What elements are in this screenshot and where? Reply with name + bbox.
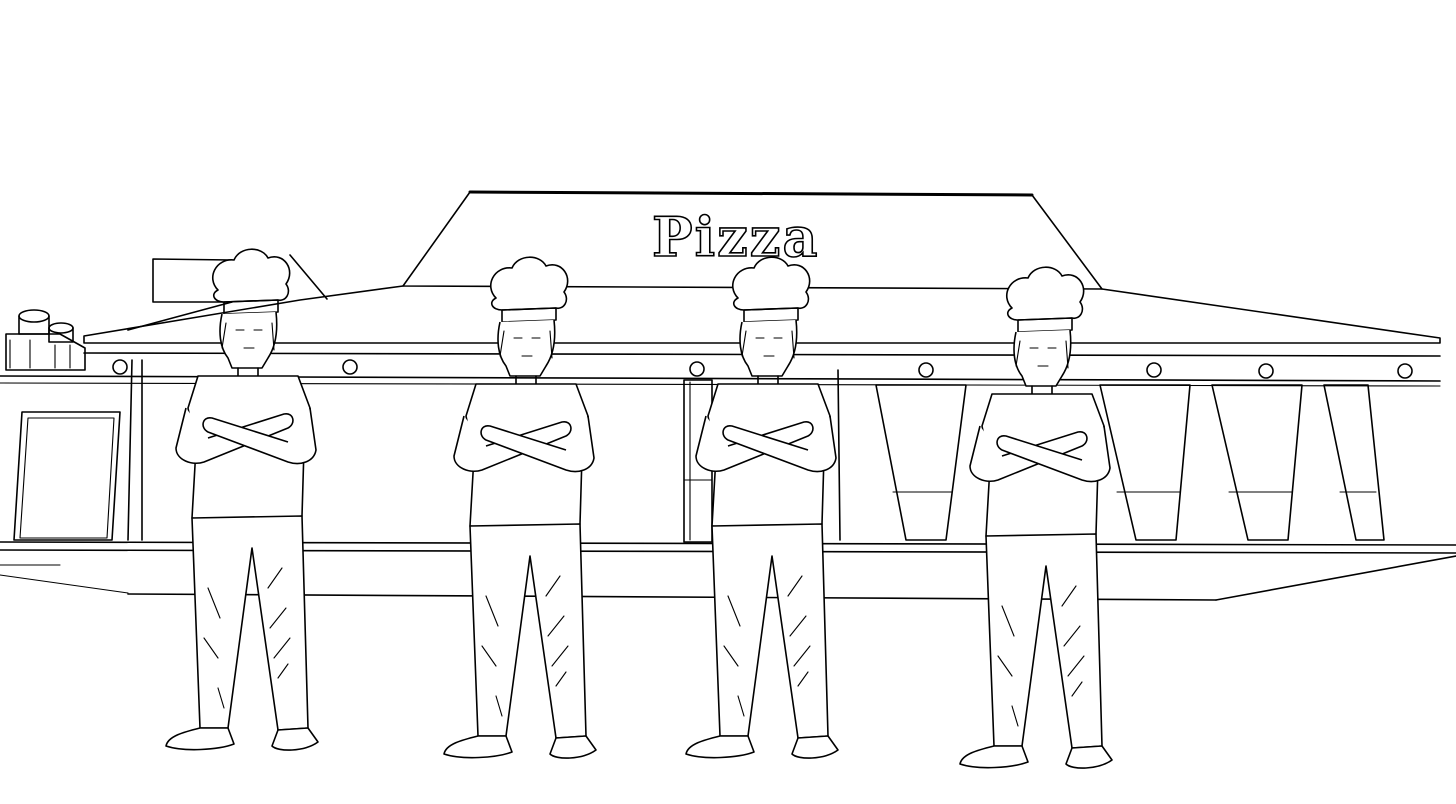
- right-windows: [875, 384, 1385, 541]
- chef-figure-2: [443, 256, 597, 759]
- roof-side-line: [289, 254, 328, 300]
- roof-vents: [5, 309, 86, 371]
- upper-roof-ridge: [468, 190, 1034, 197]
- sidewalk-line: [0, 574, 129, 594]
- wall-post: [127, 359, 133, 541]
- wall-lamps: [112, 359, 1413, 379]
- curb-line-right: [1215, 555, 1456, 601]
- wall-post: [837, 369, 841, 541]
- pizza-sign: Pizza: [652, 205, 819, 269]
- chef-figure-3: [685, 256, 839, 759]
- lower-roof: [83, 285, 1441, 344]
- left-window: [13, 411, 121, 541]
- roof-side-box-edge: [127, 301, 233, 331]
- chef-figure-1: [165, 248, 319, 751]
